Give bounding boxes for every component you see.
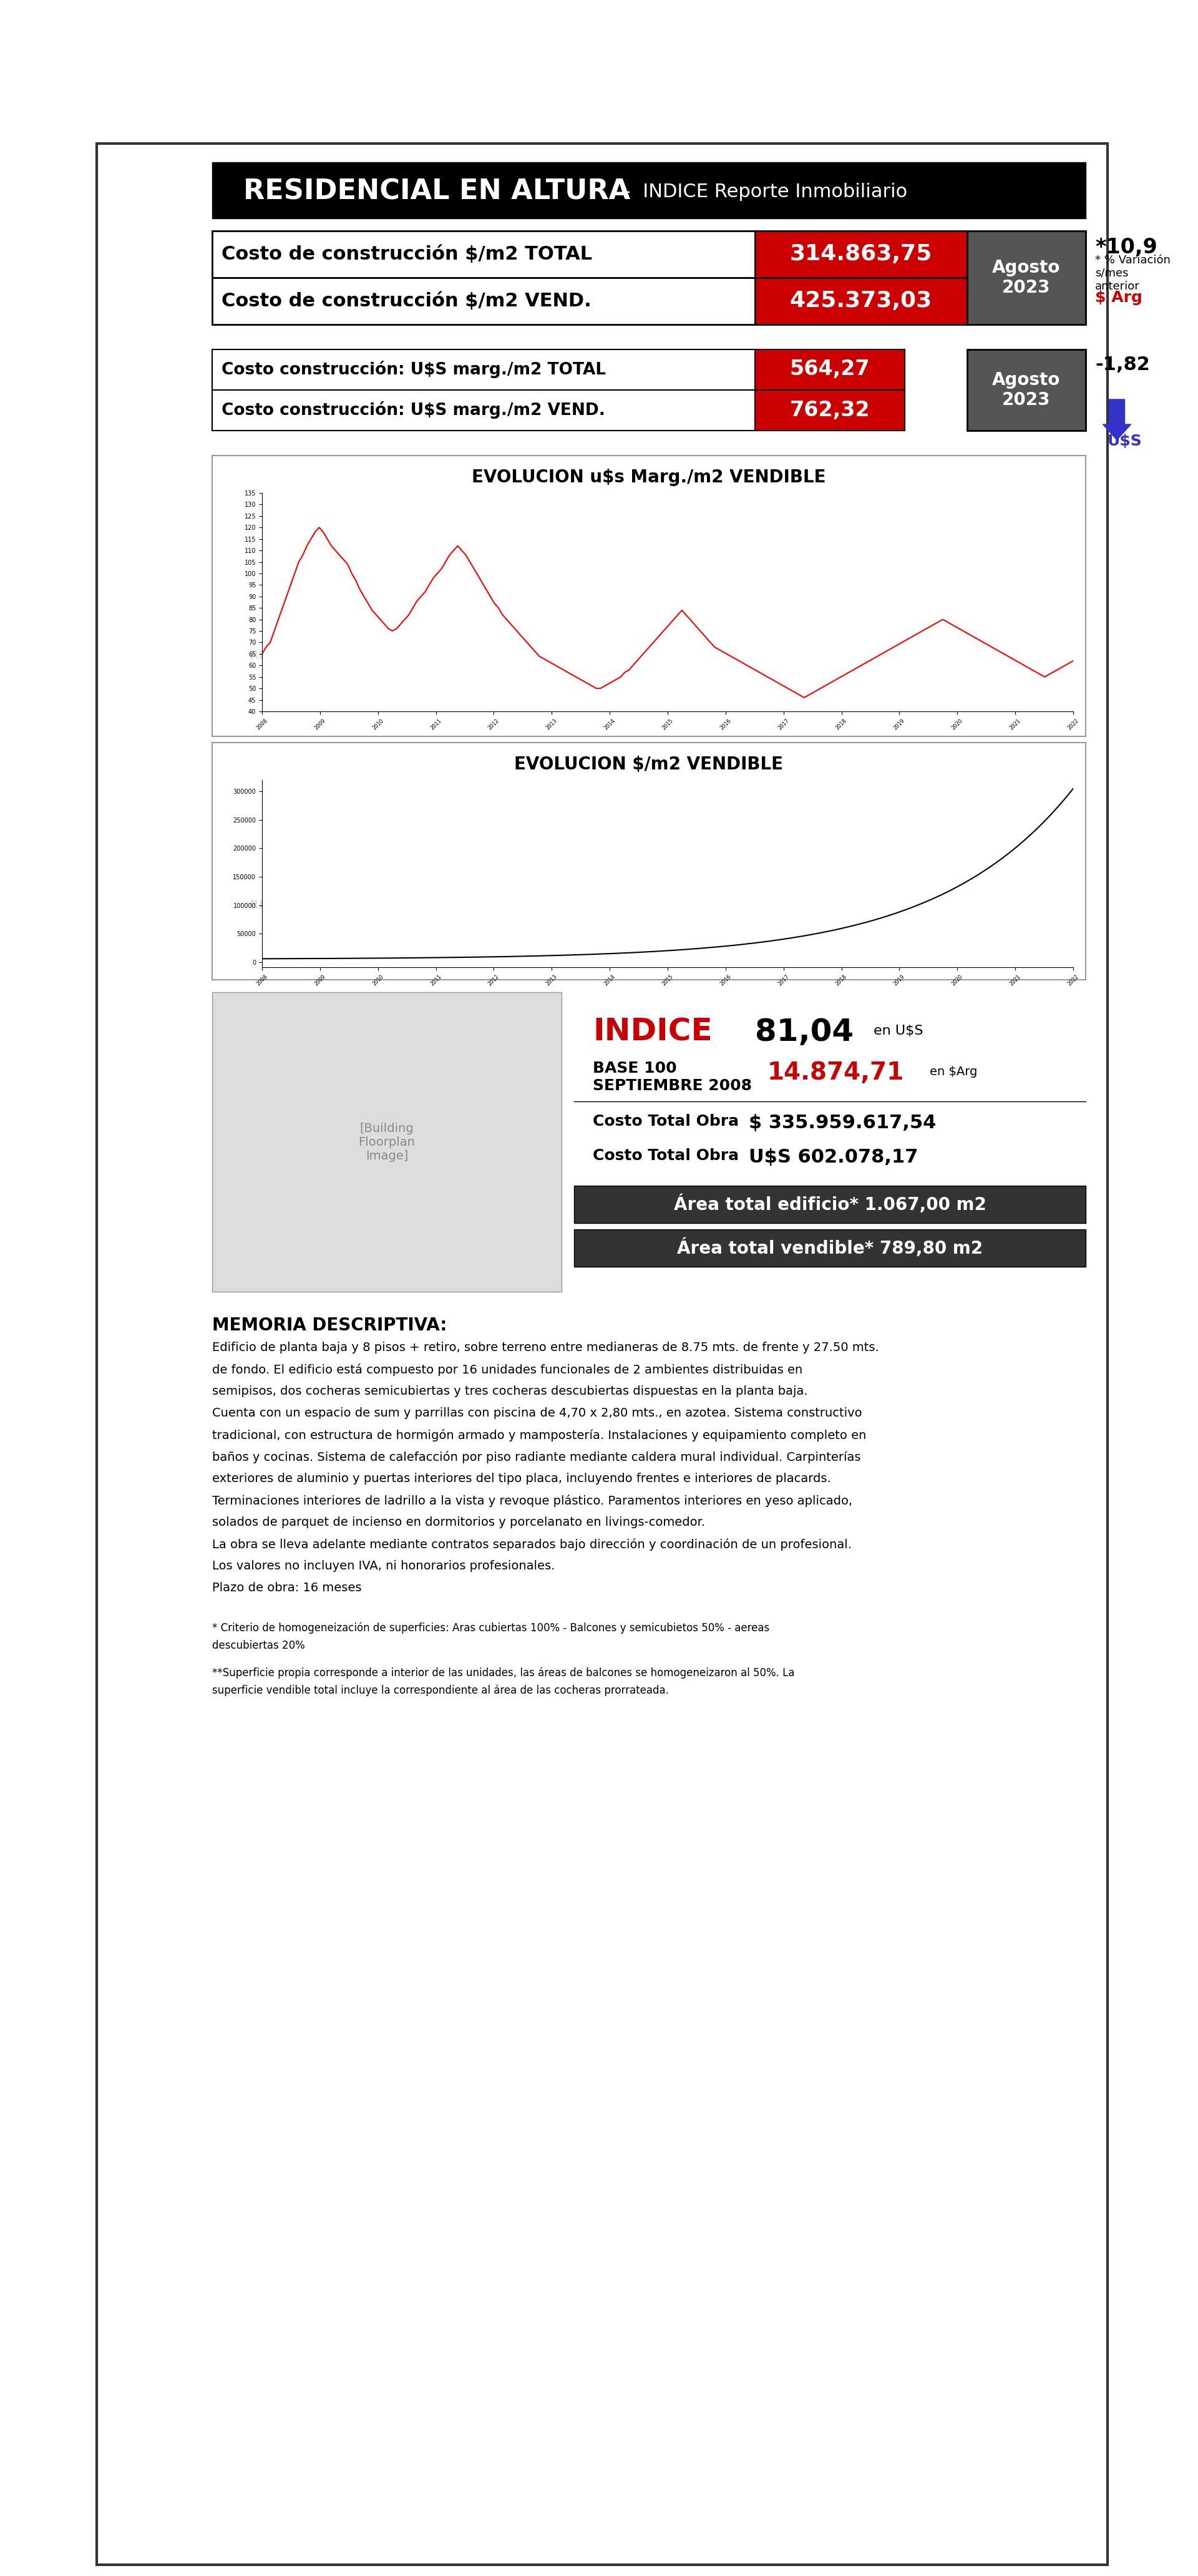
Text: baños y cocinas. Sistema de calefacción por piso radiante mediante caldera mural: baños y cocinas. Sistema de calefacción … (212, 1450, 860, 1463)
Bar (967, 232, 1085, 325)
Bar (967, 350, 1085, 430)
Bar (97, 144, 1107, 2566)
Text: Costo Total Obra: Costo Total Obra (593, 1149, 739, 1164)
Text: MEMORIA DESCRIPTIVA:: MEMORIA DESCRIPTIVA: (212, 1316, 447, 1334)
Bar (212, 278, 755, 325)
Text: de fondo. El edificio está compuesto por 16 unidades funcionales de 2 ambientes : de fondo. El edificio está compuesto por… (212, 1363, 803, 1376)
Text: tradicional, con estructura de hormigón armado y mampostería. Instalaciones y eq: tradicional, con estructura de hormigón … (212, 1430, 866, 1443)
Text: Edificio de planta baja y 8 pisos + retiro, sobre terreno entre medianeras de 8.: Edificio de planta baja y 8 pisos + reti… (212, 1342, 879, 1352)
Text: Costo de construcción $/m2 VEND.: Costo de construcción $/m2 VEND. (222, 291, 592, 309)
Text: BASE 100
SEPTIEMBRE 2008: BASE 100 SEPTIEMBRE 2008 (593, 1061, 752, 1092)
Bar (212, 162, 1085, 219)
Text: Costo de construcción $/m2 TOTAL: Costo de construcción $/m2 TOTAL (222, 245, 592, 263)
Text: Costo construcción: U$S marg./m2 VEND.: Costo construcción: U$S marg./m2 VEND. (222, 402, 605, 420)
Text: Área total edificio* 1.067,00 m2: Área total edificio* 1.067,00 m2 (673, 1195, 986, 1213)
Text: RESIDENCIAL EN ALTURA: RESIDENCIAL EN ALTURA (243, 178, 630, 206)
Text: 314.863,75: 314.863,75 (789, 242, 932, 265)
Text: U$S: U$S (1107, 433, 1143, 448)
Text: REPORTE INMOBILIARIO: REPORTE INMOBILIARIO (249, 649, 412, 662)
Bar (212, 992, 562, 1291)
Text: * % Variación
s/mes
anterior: * % Variación s/mes anterior (1095, 255, 1170, 291)
Bar (755, 389, 904, 430)
Text: Área total vendible* 789,80 m2: Área total vendible* 789,80 m2 (677, 1239, 982, 1257)
Text: Cuenta con un espacio de sum y parrillas con piscina de 4,70 x 2,80 mts., en azo: Cuenta con un espacio de sum y parrillas… (212, 1406, 863, 1419)
Text: **Superficie propia corresponde a interior de las unidades, las áreas de balcone: **Superficie propia corresponde a interi… (212, 1667, 794, 1680)
Text: EVOLUCION $/m2 VENDIBLE: EVOLUCION $/m2 VENDIBLE (514, 755, 783, 773)
Text: INDICE: INDICE (593, 1018, 713, 1046)
Text: $ 335.959.617,54: $ 335.959.617,54 (749, 1113, 936, 1131)
Bar (212, 350, 755, 389)
Text: Plazo de obra: 16 meses: Plazo de obra: 16 meses (212, 1582, 362, 1595)
Bar (574, 1185, 1085, 1224)
Bar (212, 389, 755, 430)
Text: $ Arg: $ Arg (1095, 291, 1143, 304)
Bar (212, 742, 1085, 979)
Text: 14.874,71: 14.874,71 (768, 1061, 904, 1084)
Text: Terminaciones interiores de ladrillo a la vista y revoque plástico. Paramentos i: Terminaciones interiores de ladrillo a l… (212, 1494, 853, 1507)
Text: Agosto
2023: Agosto 2023 (992, 258, 1060, 296)
FancyArrow shape (1103, 399, 1131, 440)
Text: solados de parquet de incienso en dormitorios y porcelanato en livings-comedor.: solados de parquet de incienso en dormit… (212, 1517, 706, 1528)
Text: EVOLUCION u$s Marg./m2 VENDIBLE: EVOLUCION u$s Marg./m2 VENDIBLE (472, 469, 825, 487)
Text: *10,9: *10,9 (1095, 237, 1157, 258)
Text: -1,82: -1,82 (1095, 355, 1150, 374)
Text: * Criterio de homogeneización de superficies: Aras cubiertas 100% - Balcones y s: * Criterio de homogeneización de superfi… (212, 1623, 769, 1633)
Text: exteriores de aluminio y puertas interiores del tipo placa, incluyendo frentes e: exteriores de aluminio y puertas interio… (212, 1473, 831, 1484)
Text: superficie vendible total incluye la correspondiente al área de las cocheras pro: superficie vendible total incluye la cor… (212, 1685, 668, 1695)
Text: Costo Total Obra: Costo Total Obra (593, 1113, 739, 1128)
Bar (574, 1229, 1085, 1267)
Bar (755, 350, 904, 389)
Text: en U$S: en U$S (873, 1025, 924, 1038)
Text: semipisos, dos cocheras semicubiertas y tres cocheras descubiertas dispuestas en: semipisos, dos cocheras semicubiertas y … (212, 1386, 807, 1396)
Text: Agosto
2023: Agosto 2023 (992, 371, 1060, 410)
Text: 762,32: 762,32 (789, 399, 870, 420)
Text: La obra se lleva adelante mediante contratos separados bajo dirección y coordina: La obra se lleva adelante mediante contr… (212, 1538, 852, 1551)
Text: [Building
Floorplan
Image]: [Building Floorplan Image] (358, 1123, 416, 1162)
Bar (755, 278, 967, 325)
Text: 81,04: 81,04 (755, 1018, 854, 1046)
Text: REPORTE INMOBILIARIO: REPORTE INMOBILIARIO (249, 899, 412, 912)
Text: Costo construcción: U$S marg./m2 TOTAL: Costo construcción: U$S marg./m2 TOTAL (222, 361, 606, 379)
Text: 564,27: 564,27 (789, 358, 870, 379)
Text: -  INDICE Reporte Inmobiliario: - INDICE Reporte Inmobiliario (618, 183, 907, 201)
Bar (755, 232, 967, 278)
Text: Los valores no incluyen IVA, ni honorarios profesionales.: Los valores no incluyen IVA, ni honorari… (212, 1561, 555, 1571)
Bar (212, 456, 1085, 737)
Text: 425.373,03: 425.373,03 (789, 291, 932, 312)
Text: en $Arg: en $Arg (930, 1066, 978, 1077)
Bar (212, 232, 755, 278)
Text: descubiertas 20%: descubiertas 20% (212, 1641, 305, 1651)
Text: U$S 602.078,17: U$S 602.078,17 (749, 1149, 918, 1167)
